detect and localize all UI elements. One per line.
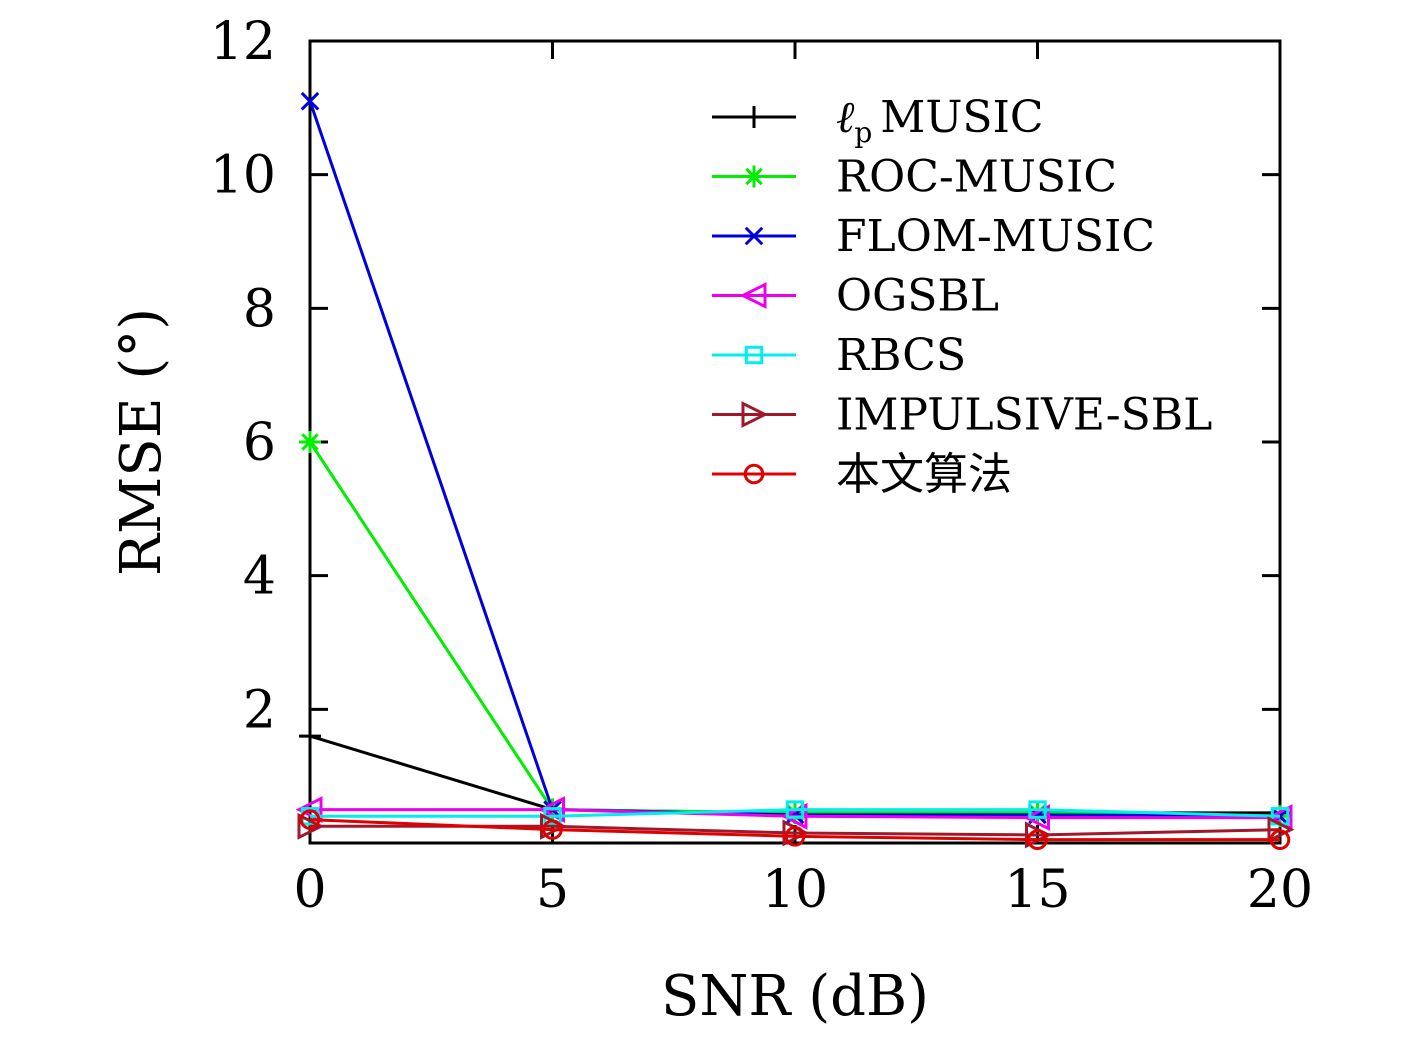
y-axis-title: RMSE (°) bbox=[109, 308, 174, 576]
legend-label: RBCS bbox=[836, 330, 966, 381]
legend-entry: 本文算法 bbox=[712, 449, 1012, 500]
y-tick-label: 12 bbox=[210, 12, 276, 72]
x-tick-label: 15 bbox=[1004, 860, 1070, 920]
series-line bbox=[309, 818, 1280, 842]
marker-circle bbox=[299, 809, 321, 830]
series-line bbox=[310, 808, 1281, 818]
legend-label: ℓp MUSIC bbox=[836, 92, 1044, 149]
series-line bbox=[308, 441, 1281, 818]
legend-label-rest: MUSIC bbox=[880, 92, 1043, 143]
marker-circle bbox=[743, 463, 765, 485]
y-tick-label: 2 bbox=[243, 680, 276, 740]
x-tick-label: 20 bbox=[1247, 860, 1313, 920]
legend-entry: RBCS bbox=[712, 330, 966, 381]
marker-triangle-left bbox=[1023, 804, 1050, 832]
marker-square bbox=[1028, 800, 1047, 819]
x-tick-label: 10 bbox=[762, 860, 828, 920]
marker-star bbox=[301, 433, 319, 451]
legend-entry: ROC-MUSIC bbox=[712, 152, 1117, 203]
y-tick-label: 8 bbox=[243, 279, 276, 339]
marker-circle bbox=[542, 819, 563, 840]
plot-frame bbox=[308, 39, 1282, 845]
marker-square bbox=[744, 345, 764, 365]
marker-x bbox=[744, 226, 764, 246]
series-1 bbox=[299, 431, 1291, 828]
series-line bbox=[308, 100, 1281, 818]
x-axis-title: SNR (dB) bbox=[661, 964, 929, 1029]
legend-label: OGSBL bbox=[836, 271, 999, 322]
legend-label: 本文算法 bbox=[836, 449, 1012, 500]
y-tick-label: 6 bbox=[243, 413, 276, 473]
x-tick-label: 5 bbox=[536, 860, 569, 920]
marker-x bbox=[300, 91, 320, 111]
marker-star bbox=[745, 167, 763, 186]
x-tick-label: 0 bbox=[293, 860, 326, 920]
legend-label-subscript: p bbox=[854, 116, 872, 149]
legend-entry: IMPULSIVE-SBL bbox=[712, 390, 1212, 441]
series-2 bbox=[300, 91, 1290, 826]
legend: ℓp MUSICROC-MUSICFLOM-MUSICOGSBLRBCSIMPUL… bbox=[712, 92, 1212, 500]
y-tick-label: 10 bbox=[210, 146, 276, 206]
marker-triangle-right bbox=[741, 401, 769, 428]
marker-circle bbox=[784, 826, 806, 847]
marker-triangle-left bbox=[739, 282, 767, 309]
legend-label: ROC-MUSIC bbox=[836, 152, 1117, 203]
legend-label: IMPULSIVE-SBL bbox=[836, 390, 1212, 441]
marker-circle bbox=[1027, 829, 1048, 850]
series-6 bbox=[299, 809, 1291, 850]
series-layer bbox=[295, 91, 1295, 850]
legend-entry: ℓp MUSIC bbox=[712, 92, 1044, 149]
legend-label-base: ℓ bbox=[836, 92, 855, 143]
axis-ticks: 0 5 10 15 20 2 4 6 8 10 12 bbox=[210, 12, 1313, 920]
marker-circle bbox=[1269, 829, 1291, 850]
marker-triangle-right bbox=[1267, 816, 1295, 844]
marker-square bbox=[785, 800, 805, 819]
y-tick-label: 4 bbox=[243, 547, 276, 607]
legend-entry: OGSBL bbox=[712, 271, 999, 322]
legend-label: FLOM-MUSIC bbox=[836, 211, 1155, 262]
legend-entry: FLOM-MUSIC bbox=[712, 211, 1155, 262]
